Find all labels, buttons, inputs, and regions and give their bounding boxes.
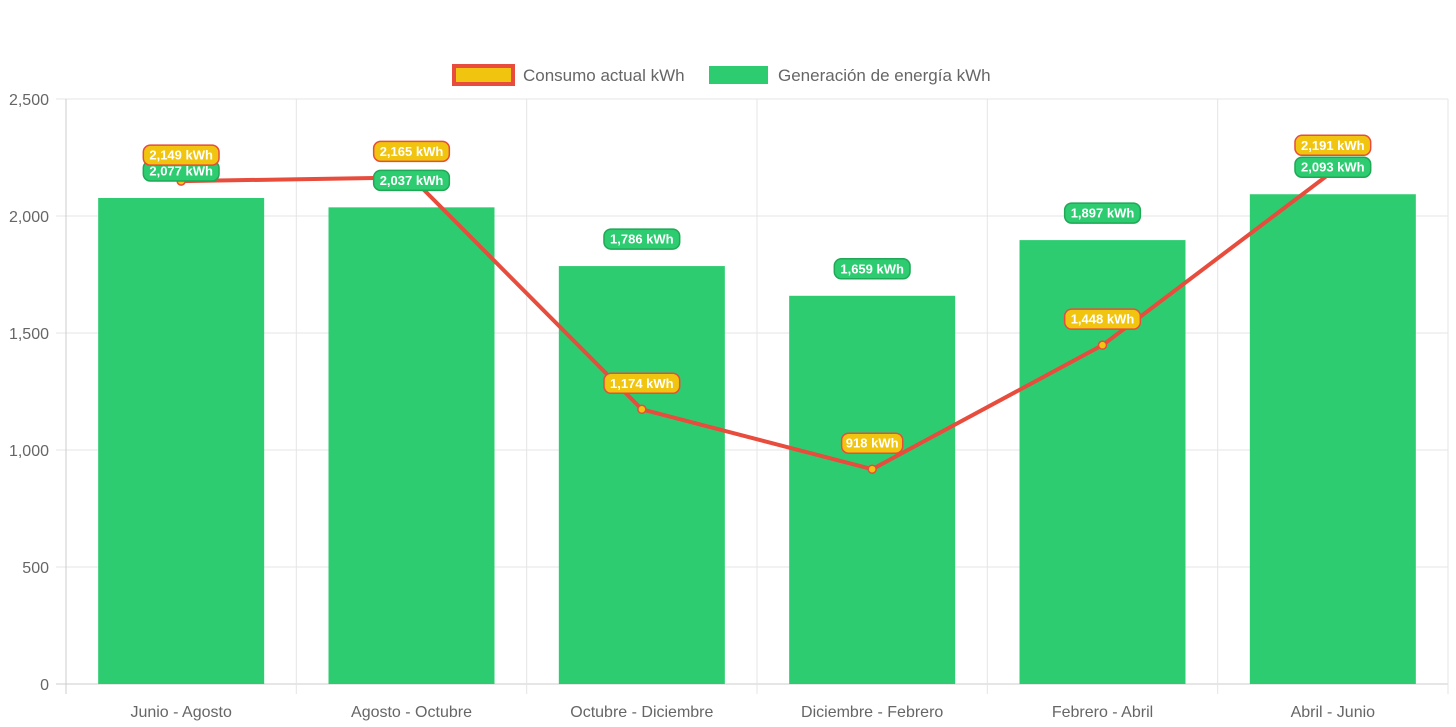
- line-data-label-box: [1063, 308, 1142, 330]
- line-data-label-box: [840, 432, 904, 454]
- bar-data-label: 2,077 kWh: [142, 160, 220, 182]
- legend-item-generacion[interactable]: Generación de energía kWh: [709, 66, 991, 85]
- x-tick-label: Abril - Junio: [1291, 704, 1376, 721]
- x-tick-label: Febrero - Abril: [1052, 704, 1153, 721]
- line-data-label: 2,165 kWh: [372, 140, 451, 163]
- legend-item-consumo[interactable]: Consumo actual kWh: [452, 64, 685, 86]
- line-point[interactable]: [867, 464, 877, 474]
- y-tick-label: 1,000: [9, 443, 49, 460]
- bar-data-label: 2,093 kWh: [1294, 156, 1372, 178]
- line-data-label: 918 kWh: [840, 432, 904, 454]
- grid: [56, 98, 1449, 694]
- axes: 0 500 1,000 1,500 2,000 2,500 Junio - Agosto Ag…: [9, 92, 1375, 721]
- bar[interactable]: [789, 295, 956, 684]
- bar-data-label-box: [1294, 156, 1372, 178]
- legend-swatch-consumo: [452, 64, 515, 86]
- line-data-label-text: 1,174 kWh: [610, 376, 674, 391]
- line-data-label-box: [372, 140, 451, 163]
- bar-data-label-box: [603, 228, 681, 250]
- bar-data-label: 2,037 kWh: [372, 169, 451, 192]
- bar-data-label: 1,897 kWh: [1063, 202, 1142, 224]
- line-point[interactable]: [1097, 340, 1108, 350]
- bar[interactable]: [98, 197, 265, 684]
- bar-data-label-text: 1,659 kWh: [840, 261, 904, 276]
- line-data-label-box: [1294, 134, 1372, 157]
- line-data-label-box: [603, 372, 681, 395]
- bar[interactable]: [1019, 240, 1186, 685]
- line-data-label-box: [142, 144, 220, 166]
- bar-data-label: 1,786 kWh: [603, 228, 681, 250]
- bar-data-label-box: [1063, 202, 1142, 224]
- bar-data-labels: 2,077 kWh 2,037 kWh 1,786 kWh 1,659 kWh 1,89…: [142, 156, 1372, 280]
- bar-data-label-box: [833, 258, 911, 280]
- bar-data-label: 1,659 kWh: [833, 258, 911, 280]
- line-data-label: 2,149 kWh: [142, 144, 220, 166]
- legend-label-consumo: Consumo actual kWh: [523, 66, 685, 85]
- bar-data-label-text: 1,786 kWh: [610, 232, 674, 247]
- x-tick-label: Agosto - Octubre: [351, 704, 472, 721]
- line-data-label: 1,174 kWh: [603, 372, 681, 395]
- bar-data-label-box: [372, 169, 451, 192]
- y-tick-label: 500: [22, 560, 49, 577]
- line-point[interactable]: [637, 404, 647, 415]
- line-data-label: 2,191 kWh: [1294, 134, 1372, 157]
- x-tick-label: Octubre - Diciembre: [570, 704, 713, 721]
- line-data-label-text: 2,191 kWh: [1301, 138, 1365, 153]
- x-tick-label: Junio - Agosto: [130, 704, 232, 721]
- legend[interactable]: Consumo actual kWh Generación de energía …: [452, 64, 991, 86]
- bar-data-label-text: 2,093 kWh: [1301, 160, 1365, 175]
- bar-data-label-text: 2,077 kWh: [149, 163, 213, 178]
- y-tick-label: 2,000: [9, 209, 49, 226]
- line-data-labels: 2,149 kWh 2,165 kWh 1,174 kWh 918 kWh 1,448 …: [142, 134, 1372, 454]
- y-tick-label: 0: [40, 677, 49, 694]
- bar-data-label-text: 1,897 kWh: [1071, 206, 1135, 221]
- bar[interactable]: [328, 207, 495, 685]
- legend-label-generacion: Generación de energía kWh: [778, 66, 991, 85]
- bar[interactable]: [558, 266, 725, 684]
- line-data-label-text: 2,165 kWh: [380, 144, 444, 159]
- line-data-label-text: 1,448 kWh: [1071, 312, 1135, 327]
- y-tick-label: 2,500: [9, 92, 49, 109]
- bar-data-label-text: 2,037 kWh: [380, 173, 444, 188]
- line-data-label-text: 2,149 kWh: [149, 148, 213, 163]
- legend-swatch-generacion: [709, 66, 768, 84]
- line-data-label-text: 918 kWh: [846, 436, 899, 451]
- x-tick-label: Diciembre - Febrero: [801, 704, 943, 721]
- y-tick-label: 1,500: [9, 326, 49, 343]
- line-data-label: 1,448 kWh: [1063, 308, 1142, 330]
- bar[interactable]: [1249, 194, 1416, 684]
